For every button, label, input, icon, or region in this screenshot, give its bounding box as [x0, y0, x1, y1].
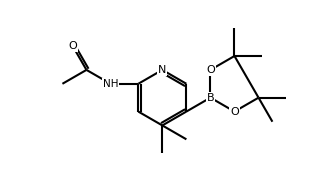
Text: O: O — [68, 41, 77, 51]
Text: O: O — [206, 65, 215, 75]
Text: N: N — [158, 65, 166, 75]
Text: NH: NH — [103, 79, 118, 89]
Text: O: O — [230, 107, 239, 116]
Text: B: B — [207, 93, 214, 103]
